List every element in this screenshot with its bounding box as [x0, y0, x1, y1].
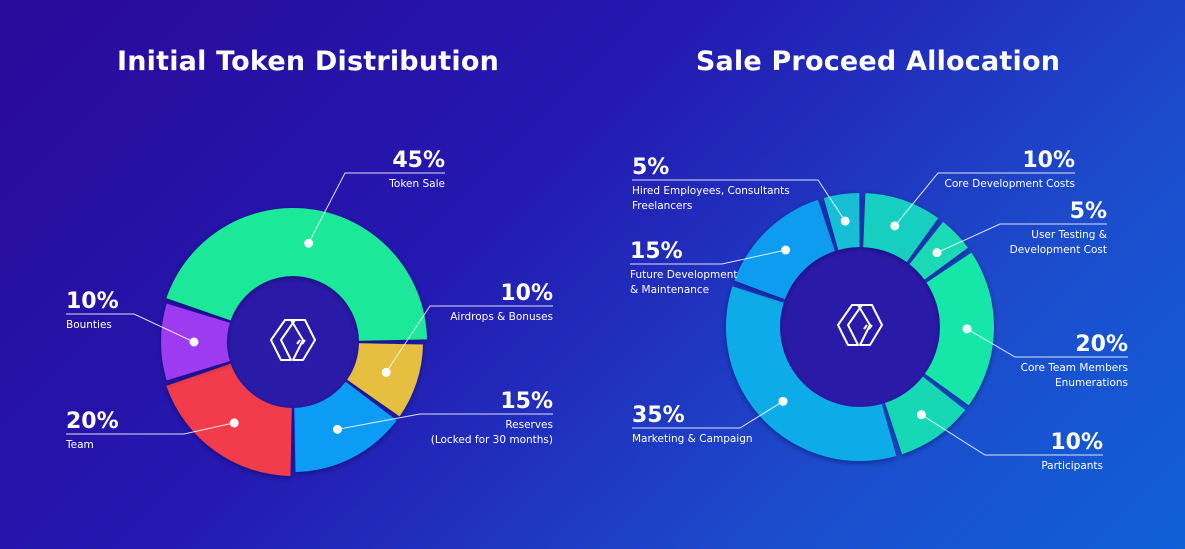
- marker-dot-team: [229, 418, 239, 428]
- leader-line-marketing-campaign: [632, 400, 784, 429]
- marker-dot-hired-employees-consultants: [840, 216, 850, 226]
- leader-line-core-development-costs: [894, 172, 1075, 227]
- marker-dot-reserves: [332, 424, 342, 434]
- slice-core-development-costs: [863, 193, 939, 263]
- value-label-participants: 10%: [1050, 430, 1103, 455]
- value-label-reserves: 15%: [500, 389, 553, 414]
- category-label-user-testing: User Testing &: [1031, 229, 1107, 241]
- leader-line-reserves: [337, 413, 553, 430]
- leader-line-future-development: [630, 249, 786, 265]
- value-label-token-sale: 45%: [392, 148, 445, 173]
- value-label-core-team-members: 20%: [1075, 332, 1128, 357]
- category-label-future-development: Future Development: [630, 269, 737, 281]
- marker-dot-participants: [916, 410, 926, 420]
- value-label-hired-employees-consultants: 5%: [632, 155, 669, 180]
- value-label-marketing-campaign: 35%: [632, 403, 685, 428]
- donut-hole-1: [780, 247, 940, 407]
- leader-line-bounties: [66, 313, 195, 343]
- value-label-future-development: 15%: [630, 239, 683, 264]
- category-label-bounties: Bounties: [66, 319, 112, 331]
- category-label-token-sale: Token Sale: [388, 178, 445, 190]
- leader-line-core-team-members: [966, 328, 1128, 358]
- category-label-core-development-costs: Core Development Costs: [945, 178, 1075, 190]
- category-label-marketing-campaign: Marketing & Campaign: [632, 433, 753, 445]
- value-label-bounties: 10%: [66, 289, 119, 314]
- category-label-airdrops-bonuses: Airdrops & Bonuses: [450, 311, 553, 323]
- leader-line-token-sale: [308, 172, 445, 244]
- category-sublabel-reserves: (Locked for 30 months): [431, 434, 553, 446]
- leader-line-airdrops-bonuses: [385, 305, 553, 373]
- category-sublabel-hired-employees-consultants: Freelancers: [632, 200, 692, 212]
- slice-marketing-campaign: [726, 286, 897, 461]
- logo-icon-0: [270, 319, 316, 361]
- category-label-hired-employees-consultants: Hired Employees, Consultants: [632, 185, 790, 197]
- chart-title-token-distribution: Initial Token Distribution: [116, 46, 499, 77]
- leader-line-participants: [921, 414, 1103, 456]
- slice-team: [166, 363, 292, 476]
- slice-token-sale: [166, 208, 427, 341]
- donut-hole-0: [227, 276, 359, 408]
- marker-dot-token-sale: [304, 238, 314, 248]
- marker-dot-airdrops-bonuses: [381, 367, 391, 377]
- marker-dot-bounties: [189, 337, 199, 347]
- category-label-reserves: Reserves: [505, 419, 553, 431]
- slice-reserves: [294, 381, 397, 472]
- marker-dot-marketing-campaign: [778, 396, 788, 406]
- category-sublabel-user-testing: Development Cost: [1010, 244, 1107, 256]
- leader-line-team: [66, 422, 235, 435]
- category-label-core-team-members: Core Team Members: [1021, 362, 1128, 374]
- category-sublabel-core-team-members: Enumerations: [1055, 377, 1128, 389]
- category-sublabel-future-development: & Maintenance: [630, 284, 709, 296]
- logo-icon-1: [837, 304, 883, 346]
- value-label-team: 20%: [66, 409, 119, 434]
- marker-dot-core-team-members: [962, 324, 972, 334]
- category-label-team: Team: [65, 439, 94, 451]
- value-label-user-testing: 5%: [1070, 199, 1107, 224]
- leader-line-user-testing: [936, 223, 1107, 254]
- category-label-participants: Participants: [1041, 460, 1103, 472]
- slice-core-team-members: [924, 252, 994, 406]
- marker-dot-future-development: [781, 245, 791, 255]
- slice-airdrops-bonuses: [347, 343, 423, 417]
- marker-dot-core-development-costs: [890, 221, 900, 231]
- chart-title-sale-proceed: Sale Proceed Allocation: [695, 46, 1061, 77]
- value-label-airdrops-bonuses: 10%: [500, 281, 553, 306]
- marker-dot-user-testing: [932, 248, 942, 258]
- leader-line-hired-employees-consultants: [632, 179, 846, 222]
- value-label-core-development-costs: 10%: [1022, 148, 1075, 173]
